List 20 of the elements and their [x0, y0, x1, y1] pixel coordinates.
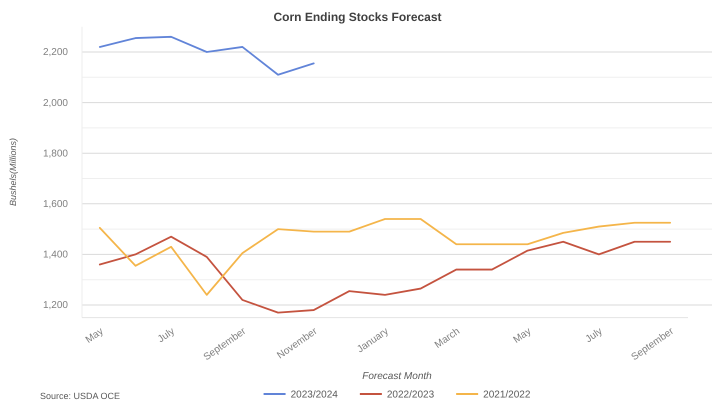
y-tick-label: 1,200	[42, 300, 68, 312]
source-note: Source: USDA OCE	[40, 391, 120, 401]
y-axis-title: Bushels(Millions)	[8, 138, 18, 206]
x-tick-label: July	[584, 326, 605, 346]
y-tick-label: 2,200	[42, 47, 68, 58]
x-tick-label: May	[84, 326, 106, 346]
x-tick-label: July	[156, 326, 177, 346]
y-tick-label: 1,800	[42, 148, 68, 160]
legend-label: 2021/2022	[483, 390, 531, 400]
line-series	[98, 36, 315, 76]
y-tick-label: 1,600	[42, 199, 68, 210]
chart-title: Corn Ending Stocks Forecast	[273, 10, 442, 24]
x-tick-label: May	[512, 326, 534, 346]
legend-label: 2023/2024	[290, 390, 338, 400]
line-series	[98, 236, 672, 314]
y-tick-label: 2,000	[42, 98, 68, 109]
y-tick-label: 1,400	[42, 250, 68, 261]
x-axis-title: Forecast Month	[362, 371, 432, 382]
legend-label: 2022/2023	[386, 390, 435, 400]
line-series	[98, 218, 672, 296]
